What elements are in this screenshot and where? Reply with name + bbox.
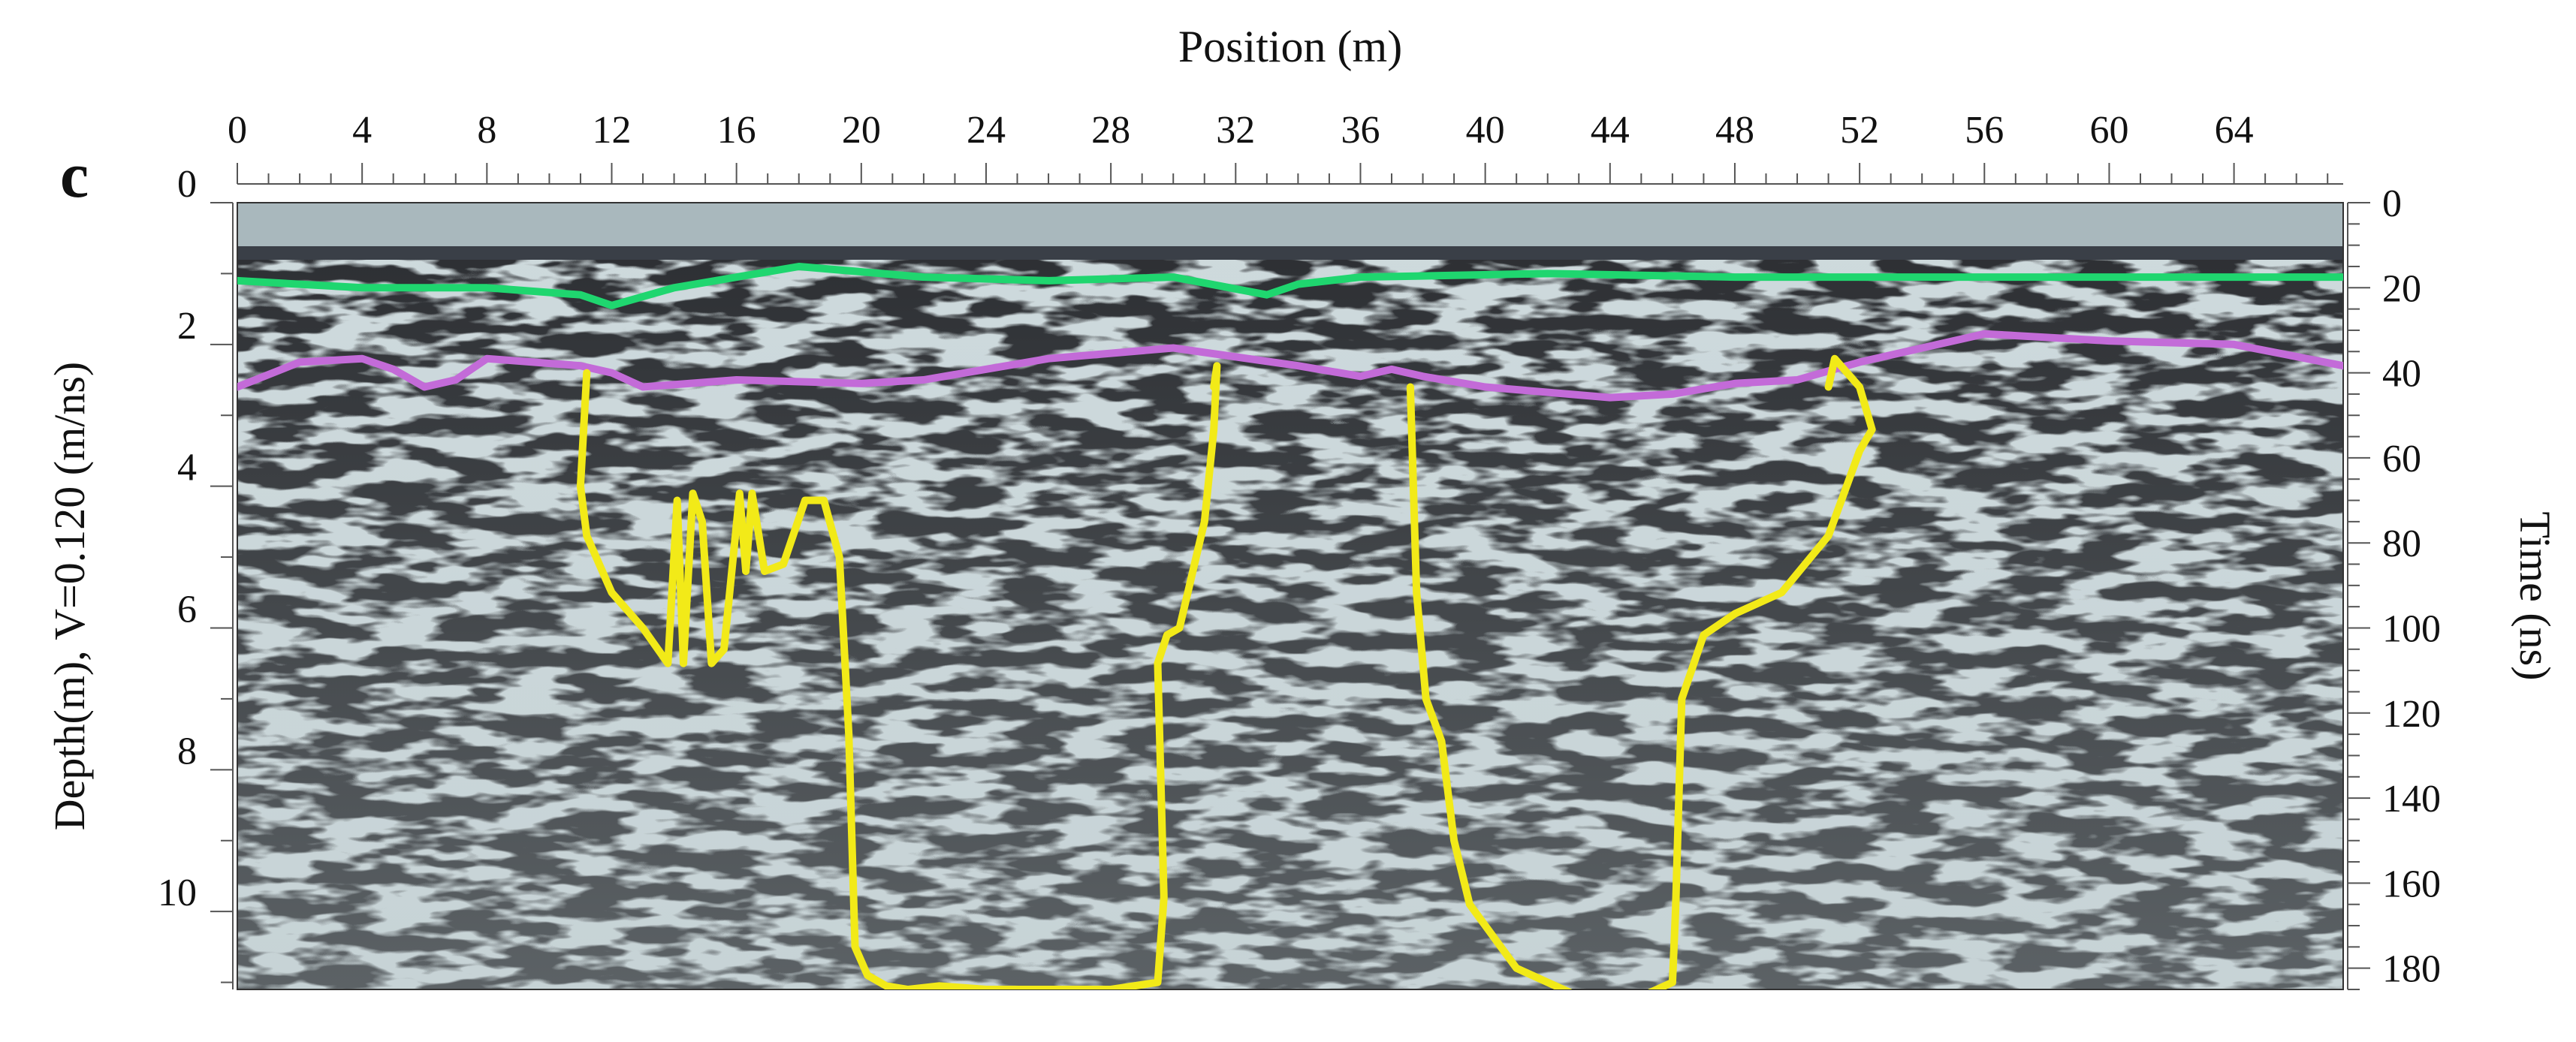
interpretation-line-2 [237, 330, 2343, 402]
time-tick-label: 0 [2382, 182, 2402, 225]
time-tick-label: 80 [2382, 523, 2421, 565]
time-tick-label: 180 [2382, 948, 2441, 991]
plot-frame [237, 202, 2344, 990]
time-tick-label: 60 [2382, 438, 2421, 480]
x-tick-label: 48 [1715, 109, 1754, 152]
depth-tick-label: 2 [177, 305, 197, 348]
interpretation-lines [237, 263, 2343, 989]
x-tick-label: 36 [1341, 109, 1380, 152]
time-tick-label: 160 [2382, 863, 2441, 905]
depth-tick-label: 8 [177, 730, 197, 772]
axes: 0 4 8 12 16 20 24 28 32 36 40 44 48 52 56 60 64024681002… [158, 109, 2441, 991]
time-tick-label: 100 [2382, 607, 2441, 650]
right-axis-label: Time (ns) [2511, 511, 2559, 680]
x-tick-label: 60 [2089, 109, 2128, 152]
panel-label: c [60, 139, 89, 211]
depth-tick-label: 10 [158, 872, 197, 914]
radargram-fade [237, 203, 2343, 989]
air-layer [237, 203, 2343, 246]
x-tick-label: 0 [228, 109, 247, 152]
surface-direct-wave [237, 246, 2343, 260]
x-tick-label: 52 [1840, 109, 1879, 152]
x-tick-label: 12 [592, 109, 631, 152]
depth-tick-label: 0 [177, 163, 197, 206]
x-tick-label: 56 [1965, 109, 2004, 152]
interpretation-line-4 [1406, 354, 1876, 989]
x-tick-label: 32 [1216, 109, 1255, 152]
x-tick-label: 16 [717, 109, 756, 152]
x-tick-label: 44 [1591, 109, 1630, 152]
time-tick-label: 140 [2382, 778, 2441, 821]
depth-tick-label: 6 [177, 588, 197, 631]
x-tick-label: 28 [1091, 109, 1130, 152]
interpretation-line-1 [237, 263, 2343, 309]
x-axis-label: Position (m) [1178, 22, 1402, 71]
x-tick-label: 4 [352, 109, 372, 152]
time-tick-label: 20 [2382, 267, 2421, 310]
radargram-image [237, 203, 2343, 989]
time-tick-label: 120 [2382, 693, 2441, 736]
depth-tick-label: 4 [177, 447, 197, 489]
x-tick-label: 8 [477, 109, 496, 152]
left-axis-label: Depth(m), V=0.120 (m/ns) [45, 362, 94, 830]
x-tick-label: 20 [842, 109, 881, 152]
x-tick-label: 64 [2215, 109, 2254, 152]
x-tick-label: 24 [967, 109, 1006, 152]
x-tick-label: 40 [1466, 109, 1505, 152]
interpretation-line-3 [576, 362, 1221, 989]
time-tick-label: 40 [2382, 353, 2421, 396]
